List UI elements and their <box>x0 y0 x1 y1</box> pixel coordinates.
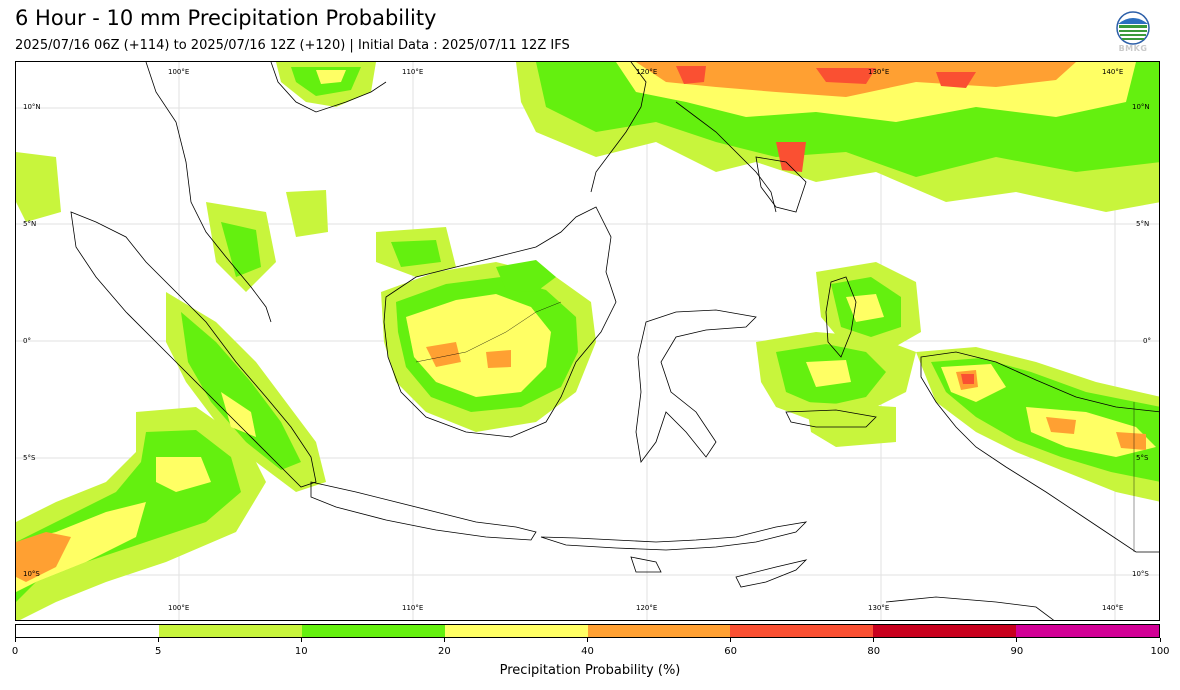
logo-text: BMKG <box>1118 44 1148 53</box>
colorbar-tick <box>14 638 16 642</box>
boundaries <box>415 301 1135 552</box>
colorbar-tick <box>587 638 588 642</box>
colorbar-segment <box>1016 625 1159 637</box>
colorbar-tick-label: 90 <box>1010 646 1024 657</box>
colorbar-tick-label: 5 <box>154 646 162 657</box>
precipitation-map: 100°E 110°E 120°E 130°E 140°E 100°E 110°… <box>15 61 1160 621</box>
lat-label-right: 5°S <box>1136 454 1149 462</box>
colorbar-segment <box>730 625 874 637</box>
colorbar-tick <box>730 638 732 642</box>
colorbar <box>15 624 1160 638</box>
colorbar-tick <box>873 638 875 642</box>
bmkg-logo-icon <box>1116 11 1150 45</box>
lon-label-top: 130°E <box>868 68 890 76</box>
colorbar-tick-label: 10 <box>294 646 308 657</box>
colorbar-segment <box>444 625 588 637</box>
lat-label-left: 10°S <box>23 570 40 578</box>
lon-label-bottom: 130°E <box>868 604 890 612</box>
colorbar-tick-label: 80 <box>867 646 881 657</box>
probability-field <box>16 62 1159 620</box>
colorbar-tick <box>1159 638 1161 642</box>
colorbar-tick <box>1016 638 1018 642</box>
colorbar-tick-label: 60 <box>724 646 737 657</box>
colorbar-segment <box>301 625 445 637</box>
lat-label-left: 0° <box>23 337 31 345</box>
map-title: 6 Hour - 10 mm Precipitation Probability <box>15 6 437 30</box>
lon-label-top: 140°E <box>1102 68 1124 76</box>
colorbar-tick <box>157 638 159 642</box>
map-subtitle: 2025/07/16 06Z (+114) to 2025/07/16 12Z … <box>15 38 570 53</box>
colorbar-title: Precipitation Probability (%) <box>499 663 681 678</box>
colorbar-tick-label: 20 <box>438 646 451 657</box>
map-canvas <box>16 62 1159 620</box>
lat-label-left: 5°N <box>23 220 37 228</box>
colorbar-segment <box>158 625 302 637</box>
colorbar-segment <box>16 625 159 637</box>
colorbar-tick-label: 40 <box>581 646 594 657</box>
lon-label-top: 110°E <box>402 68 424 76</box>
colorbar-segment <box>873 625 1017 637</box>
lon-label-bottom: 100°E <box>168 604 190 612</box>
lon-label-top: 100°E <box>168 68 190 76</box>
lat-label-right: 10°N <box>1132 103 1150 111</box>
colorbar-segment <box>587 625 731 637</box>
lat-label-right: 10°S <box>1132 570 1149 578</box>
colorbar-tick-label: 0 <box>11 646 19 657</box>
lon-label-bottom: 140°E <box>1102 604 1124 612</box>
coastlines <box>70 62 1159 620</box>
lat-label-left: 10°N <box>23 103 41 111</box>
lat-label-right: 5°N <box>1136 220 1150 228</box>
lon-label-bottom: 110°E <box>402 604 424 612</box>
colorbar-tick <box>300 638 302 642</box>
colorbar-tick <box>443 638 445 642</box>
lon-label-bottom: 120°E <box>636 604 658 612</box>
colorbar-tick-label: 100 <box>1150 646 1170 657</box>
lat-label-right: 0° <box>1143 337 1151 345</box>
lon-label-top: 120°E <box>636 68 658 76</box>
lat-label-left: 5°S <box>23 454 36 462</box>
